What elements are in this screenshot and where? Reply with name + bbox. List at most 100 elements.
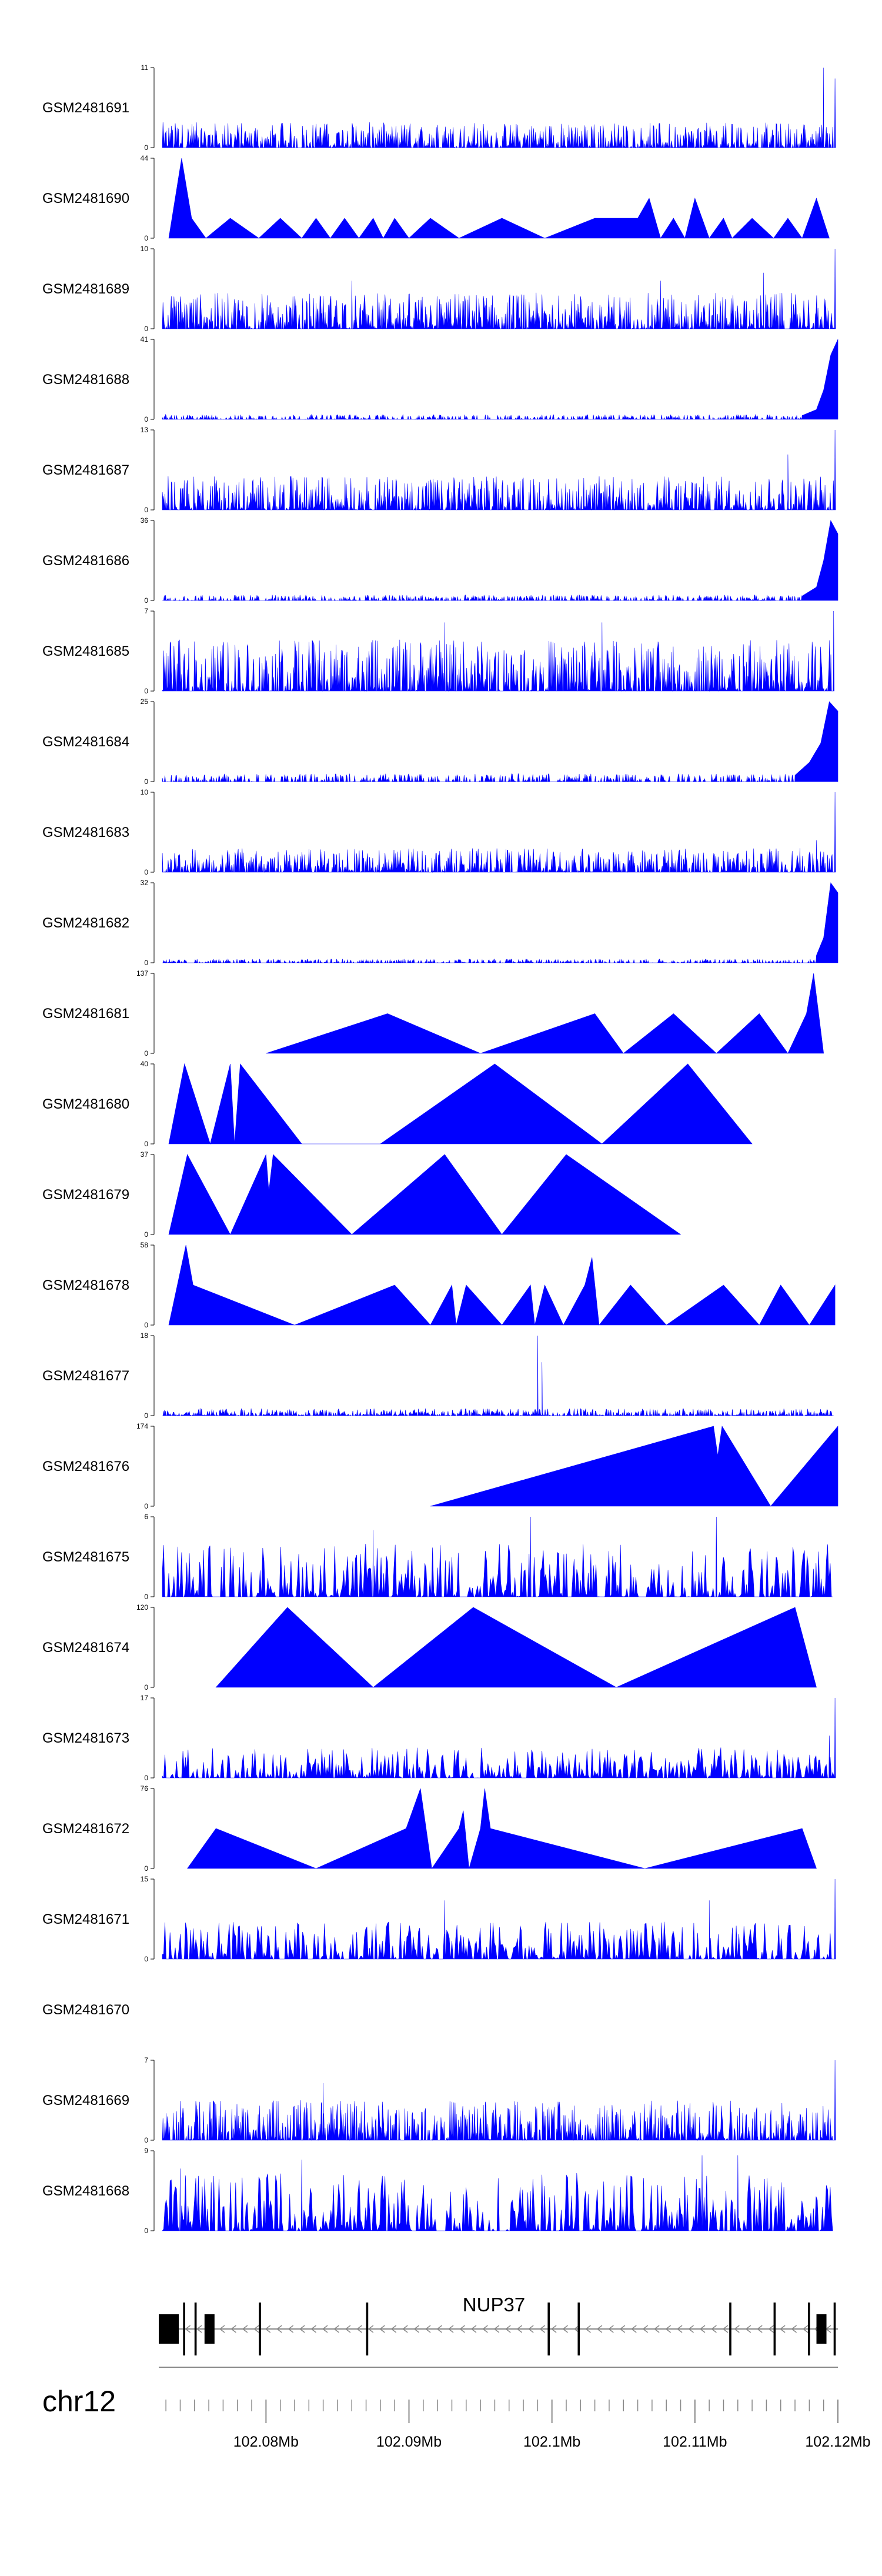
strand-arrow: [379, 2325, 385, 2333]
strand-arrow: [688, 2325, 694, 2333]
coverage-area: [168, 1244, 836, 1326]
coverage-area: [162, 2060, 836, 2141]
track-GSM2481668: GSM2481668 9 0: [42, 2147, 833, 2235]
coverage-area: [162, 1878, 836, 1960]
track-label: GSM2481690: [42, 191, 129, 206]
strand-arrow: [333, 2325, 339, 2333]
track-label: GSM2481688: [42, 372, 129, 388]
coverage-area: [215, 1607, 817, 1688]
track-GSM2481687: GSM2481687 13 0: [42, 426, 836, 514]
strand-arrow: [276, 2325, 282, 2333]
strand-arrow: [436, 2325, 443, 2333]
axis-tick-label: 102.08Mb: [233, 2434, 299, 2450]
y-tick-label: 120: [136, 1603, 148, 1611]
strand-arrow: [516, 2325, 523, 2333]
y-tick-label: 17: [141, 1694, 149, 1702]
genome-axis: 102.08Mb 102.09Mb 102.1Mb 102.11Mb 102.12Mb: [159, 2367, 871, 2450]
y-tick-label: 0: [144, 1683, 148, 1691]
y-tick-label: 0: [144, 2136, 148, 2144]
track-label: GSM2481680: [42, 1096, 129, 1112]
coverage-tracks: GSM2481691110GSM2481690440GSM2481689100G…: [42, 64, 838, 2235]
y-tick-label: 18: [141, 1332, 149, 1340]
strand-arrow: [253, 2325, 259, 2333]
track-GSM2481675: GSM2481675 6 0: [42, 1513, 833, 1601]
strand-arrow: [585, 2325, 591, 2333]
exon: [259, 2303, 261, 2355]
coverage-area: [162, 520, 838, 602]
coverage-area: [162, 1516, 833, 1598]
track-GSM2481688: GSM2481688 41 0: [42, 335, 838, 423]
strand-arrow: [482, 2325, 488, 2333]
track-label: GSM2481670: [42, 2002, 129, 2018]
track-GSM2481676: GSM2481676 174 0: [42, 1422, 838, 1510]
y-tick-label: 0: [144, 144, 148, 152]
strand-arrow: [425, 2325, 431, 2333]
exon: [547, 2303, 550, 2355]
track-GSM2481682: GSM2481682 32 0: [42, 879, 838, 967]
track-GSM2481671: GSM2481671 15 0: [42, 1875, 836, 1963]
y-tick-label: 0: [144, 234, 148, 242]
exon: [577, 2303, 580, 2355]
track-GSM2481683: GSM2481683 10 0: [42, 788, 836, 876]
track-label: GSM2481675: [42, 1549, 129, 1565]
strand-arrow: [757, 2325, 763, 2333]
coverage-area: [162, 610, 835, 692]
y-tick-label: 0: [144, 1230, 148, 1239]
strand-arrow: [390, 2325, 397, 2333]
y-tick-label: 137: [136, 969, 148, 977]
y-tick-label: 174: [136, 1422, 148, 1430]
track-label: GSM2481691: [42, 100, 129, 116]
axis-tick-label: 102.11Mb: [663, 2434, 727, 2450]
strand-arrow: [676, 2325, 683, 2333]
coverage-area: [430, 1426, 838, 1507]
coverage-area: [168, 1154, 681, 1235]
strand-arrow: [562, 2325, 569, 2333]
y-tick-label: 10: [141, 788, 149, 796]
strand-arrow: [356, 2325, 362, 2333]
y-tick-label: 0: [144, 506, 148, 514]
track-label: GSM2481676: [42, 1459, 129, 1474]
y-tick-label: 0: [144, 959, 148, 967]
strand-arrow: [722, 2325, 729, 2333]
track-GSM2481680: GSM2481680 40 0: [42, 1060, 753, 1148]
y-tick-label: 76: [141, 1784, 149, 1793]
track-label: GSM2481681: [42, 1006, 129, 1022]
exon: [773, 2303, 776, 2355]
track-label: GSM2481674: [42, 1640, 129, 1656]
track-label: GSM2481689: [42, 281, 129, 297]
y-tick-label: 13: [141, 426, 149, 434]
track-label: GSM2481678: [42, 1277, 129, 1293]
y-tick-label: 32: [141, 879, 149, 887]
track-GSM2481684: GSM2481684 25 0: [42, 698, 838, 786]
strand-arrow: [665, 2325, 671, 2333]
y-tick-label: 0: [144, 687, 148, 695]
gene-model-track: NUP37: [159, 2294, 838, 2355]
strand-arrow: [550, 2325, 557, 2333]
coverage-area: [266, 973, 824, 1054]
y-tick-label: 0: [144, 1140, 148, 1148]
track-label: GSM2481669: [42, 2093, 129, 2108]
strand-arrow: [310, 2325, 317, 2333]
coverage-area: [162, 248, 836, 330]
exon: [816, 2314, 827, 2344]
track-GSM2481669: GSM2481669 7 0: [42, 2056, 836, 2144]
axis-tick-label: 102.12Mb: [805, 2434, 870, 2450]
y-tick-label: 7: [144, 2056, 148, 2064]
y-tick-label: 0: [144, 1321, 148, 1329]
y-tick-label: 6: [144, 1513, 148, 1521]
track-GSM2481691: GSM2481691 11 0: [42, 64, 836, 152]
strand-arrow: [779, 2325, 786, 2333]
exon: [183, 2303, 185, 2355]
y-tick-label: 36: [141, 516, 149, 525]
y-tick-label: 0: [144, 778, 148, 786]
track-label: GSM2481686: [42, 553, 129, 569]
y-tick-label: 9: [144, 2147, 148, 2155]
coverage-area: [162, 792, 836, 873]
y-tick-label: 0: [144, 1864, 148, 1873]
strand-arrow: [734, 2325, 740, 2333]
track-label: GSM2481685: [42, 643, 129, 659]
strand-arrow: [631, 2325, 637, 2333]
track-GSM2481673: GSM2481673 17 0: [42, 1694, 836, 1782]
track-GSM2481686: GSM2481686 36 0: [42, 516, 838, 605]
strand-arrow: [711, 2325, 717, 2333]
